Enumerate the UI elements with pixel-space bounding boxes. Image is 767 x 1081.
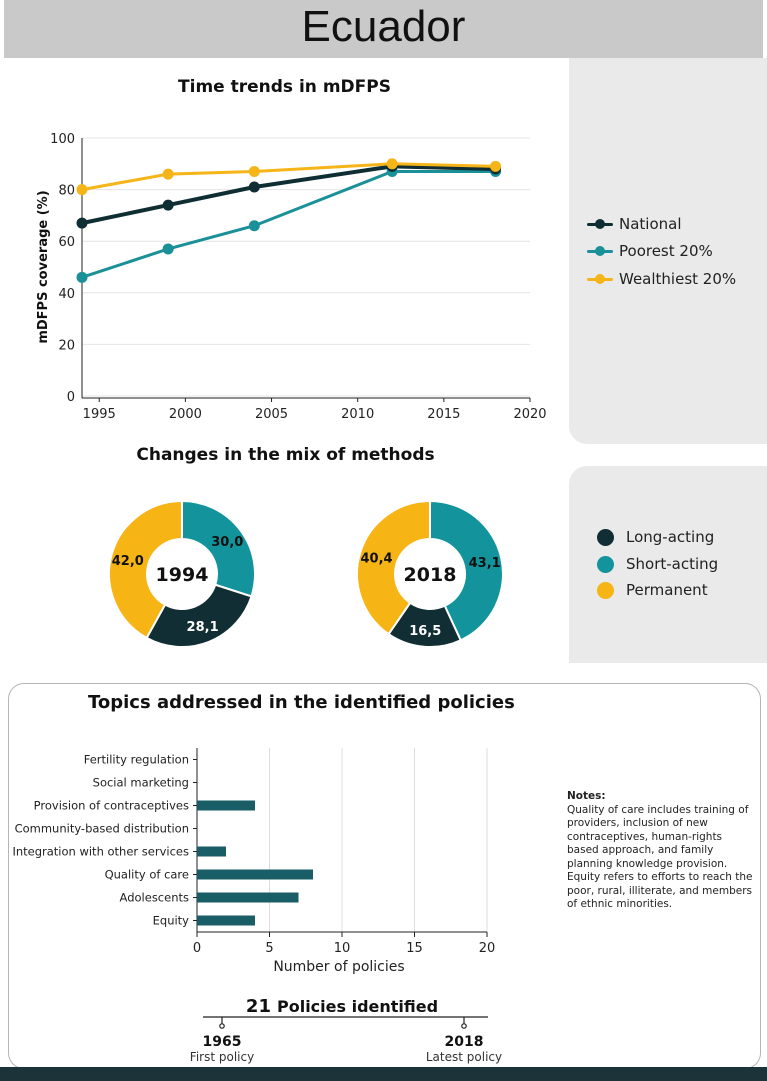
x-tick-label: 2005 [255,407,288,422]
x-tick-label: 15 [406,941,423,956]
legend-poorest-marker [595,246,605,256]
x-tick-label: 20 [479,941,496,956]
x-tick-label: 2020 [513,407,546,422]
category-label: Provision of contraceptives [34,799,189,813]
donut-slice-label: 16,5 [409,624,441,639]
header-bar: Ecuador [4,0,763,58]
series-line-poorest-20- [81,170,496,279]
notes-quality: Quality of care includes training of pro… [567,803,749,870]
legend-national-label: National [619,215,682,233]
donut-slice-label: 43,1 [469,556,501,571]
legend-long-acting-marker [597,529,614,546]
data-point [76,271,88,283]
timeline-latest-marker [461,1023,467,1029]
legend-permanent-label: Permanent [626,581,708,599]
legend-short-acting-label: Short-acting [626,555,719,573]
data-point [76,184,88,196]
data-point [248,220,260,232]
data-point [248,166,260,178]
bar-chart: 0 5 10 15 20 Fertility regulation Social marke… [12,748,496,975]
data-point [162,168,174,180]
policy-timeline: 21 Policies identified 1965 First policy … [190,996,502,1064]
first-policy-year: 1965 [203,1034,242,1050]
bar [197,915,255,926]
bar [197,800,255,811]
policies-label: Policies identified [277,997,438,1016]
category-label: Quality of care [105,868,189,882]
y-tick-label: 40 [58,287,75,302]
latest-policy-label: Latest policy [426,1050,502,1064]
donut-year-label: 1994 [156,564,209,586]
country-title: Ecuador [301,2,466,51]
timeline-first-marker [219,1023,225,1029]
y-tick-label: 0 [67,390,75,405]
category-label: Social marketing [93,776,189,790]
legend-poorest-label: Poorest 20% [619,242,713,260]
x-tick-label: 2000 [169,407,202,422]
y-tick-label: 20 [58,338,75,353]
first-policy-label: First policy [190,1050,254,1064]
y-tick-label: 80 [58,184,75,199]
category-label: Integration with other services [12,845,189,859]
trends-title: Time trends in mDFPS [178,77,391,97]
policies-panel [8,683,761,1069]
y-tick-label: 60 [58,235,75,250]
donut-slice-label: 30,0 [211,535,243,550]
x-axis-label: Number of policies [273,959,404,975]
x-tick-label: 0 [193,941,201,956]
category-label: Adolescents [120,891,189,905]
x-tick-label: 10 [334,941,351,956]
legend-long-acting-label: Long-acting [626,528,715,546]
bar [197,869,313,880]
donut-year-label: 2018 [404,564,457,586]
donut-hole [395,539,465,609]
donut-slice-label: 42,0 [112,554,144,569]
donut-charts: 30,0 28,1 42,0 1994 43,1 16,5 40,4 2018 [108,499,504,648]
x-tick-label: 2015 [427,407,460,422]
bar [197,846,226,857]
y-axis-label: mDFPS coverage (%) [36,190,51,343]
donut-slice-short-acting [429,499,504,642]
notes-title: Notes: [567,790,606,802]
category-label: Fertility regulation [84,753,189,767]
category-label: Community-based distribution [15,822,189,836]
notes: Notes: Quality of care includes training… [567,790,757,912]
data-point [248,181,260,193]
line-chart: 0 20 40 60 80 100 1995 2000 2005 2010 2015 2020 mDFP… [36,132,547,422]
latest-policy-year: 2018 [445,1034,484,1050]
data-point [162,243,174,255]
series-line-national [81,164,496,226]
legend-wealthiest-marker [595,274,605,284]
notes-equity: Equity refers to efforts to reach the po… [567,871,753,910]
legend-short-acting-marker [597,556,614,573]
donut-slice-label: 40,4 [360,551,392,566]
x-tick-label: 2010 [341,407,374,422]
legend-wealthiest-label: Wealthiest 20% [619,270,737,288]
x-tick-label: 1995 [83,407,116,422]
data-point [490,160,502,172]
legend-permanent-marker [597,582,614,599]
footer-bar [0,1067,767,1081]
y-tick-label: 100 [50,132,75,147]
donut-hole [147,539,217,609]
policies-summary: 21 Policies identified [246,996,438,1017]
data-point [162,199,174,211]
data-point [76,217,88,229]
methods-title: Changes in the mix of methods [136,445,435,465]
data-point [386,158,398,170]
category-label: Equity [153,914,190,928]
x-tick-label: 5 [265,941,273,956]
donut-slice-label: 28,1 [187,620,219,635]
policies-count: 21 [246,996,271,1017]
bar [197,892,299,903]
topics-title: Topics addressed in the identified polic… [88,692,515,713]
legend-national-marker [595,219,605,229]
